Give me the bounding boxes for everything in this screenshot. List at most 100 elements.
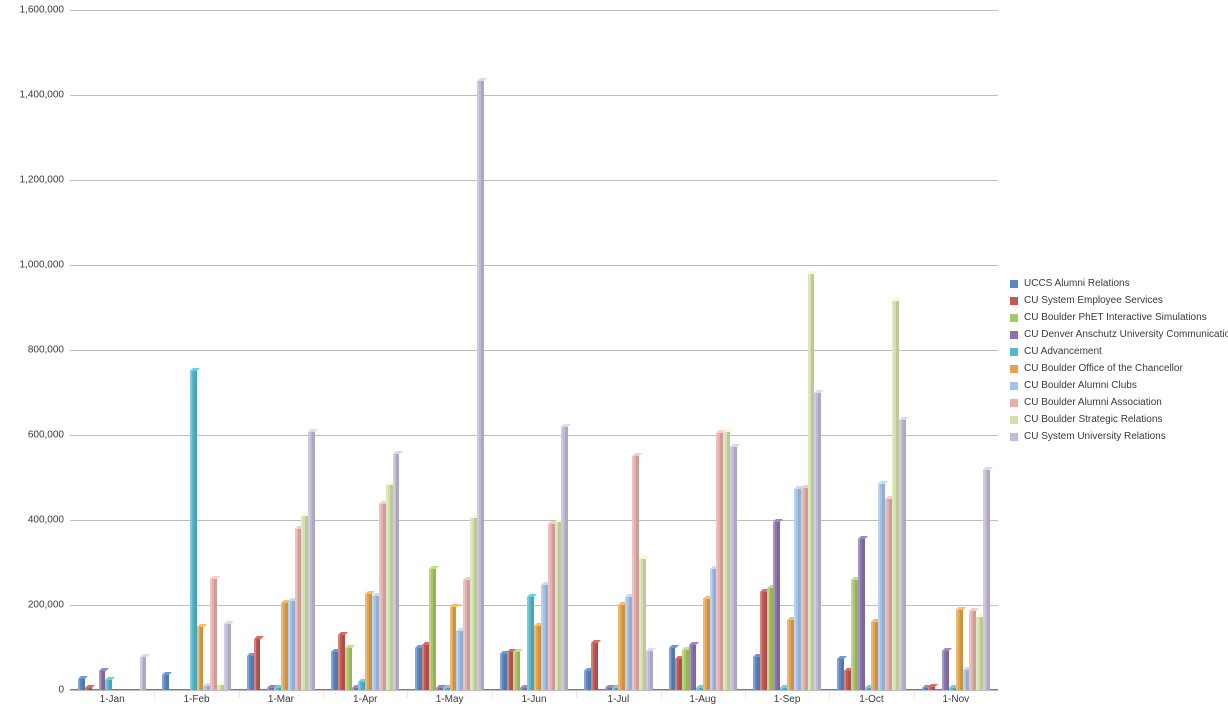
y-tick-label: 800,000 <box>28 345 64 356</box>
x-tick-label: 1-Oct <box>859 694 883 705</box>
grid-line <box>70 265 998 266</box>
legend-item: CU Advancement <box>1010 346 1228 357</box>
bar <box>140 657 147 690</box>
legend-swatch <box>1010 314 1018 322</box>
bar <box>331 652 338 690</box>
legend-swatch <box>1010 280 1018 288</box>
bar <box>625 597 632 690</box>
x-tick <box>829 690 830 698</box>
bar <box>162 675 169 690</box>
bar <box>85 688 92 690</box>
legend-label: CU Boulder Alumni Association <box>1024 397 1162 408</box>
x-tick <box>323 690 324 698</box>
bar <box>794 489 801 690</box>
bar <box>477 81 484 690</box>
y-tick-label: 1,200,000 <box>20 175 65 186</box>
y-tick-label: 0 <box>58 685 64 696</box>
bar <box>358 682 365 691</box>
bar <box>956 610 963 690</box>
chart-container: 0200,000400,000600,000800,0001,000,0001,… <box>0 0 1228 728</box>
bar <box>858 539 865 690</box>
legend-swatch <box>1010 416 1018 424</box>
bar <box>837 659 844 690</box>
legend-item: CU System Employee Services <box>1010 295 1228 306</box>
grid-line <box>70 435 998 436</box>
bar <box>632 456 639 690</box>
legend-swatch <box>1010 382 1018 390</box>
legend-item: CU Boulder PhET Interactive Simulations <box>1010 312 1228 323</box>
bar <box>295 529 302 690</box>
bar <box>814 393 821 690</box>
grid-line <box>70 180 998 181</box>
y-tick-label: 200,000 <box>28 600 64 611</box>
bar <box>301 516 308 690</box>
legend-label: CU Boulder Strategic Relations <box>1024 414 1162 425</box>
grid-line <box>70 350 998 351</box>
bar <box>885 499 892 690</box>
legend-item: CU Boulder Alumni Clubs <box>1010 380 1228 391</box>
legend-label: CU System University Relations <box>1024 431 1166 442</box>
bar <box>976 617 983 690</box>
legend-label: CU Boulder Alumni Clubs <box>1024 380 1137 391</box>
bar <box>787 620 794 690</box>
legend-swatch <box>1010 331 1018 339</box>
grid-line <box>70 520 998 521</box>
y-tick-label: 400,000 <box>28 515 64 526</box>
bar <box>443 688 450 690</box>
bar <box>612 688 619 690</box>
legend-label: UCCS Alumni Relations <box>1024 278 1130 289</box>
bar <box>365 594 372 690</box>
bar <box>555 522 562 690</box>
bar <box>983 470 990 690</box>
grid-line <box>70 95 998 96</box>
bar <box>780 688 787 690</box>
bar <box>730 447 737 690</box>
bar <box>197 627 204 690</box>
bar <box>675 659 682 690</box>
bar <box>922 688 929 690</box>
bar <box>767 588 774 690</box>
bar <box>534 626 541 690</box>
bar <box>105 680 112 690</box>
bar <box>99 671 106 690</box>
x-tick <box>745 690 746 698</box>
bar <box>865 688 872 690</box>
bar <box>878 484 885 690</box>
bar <box>190 371 197 690</box>
bar <box>352 688 359 690</box>
legend-item: CU Boulder Alumni Association <box>1010 397 1228 408</box>
x-tick-label: 1-Jan <box>100 694 125 705</box>
x-tick <box>576 690 577 698</box>
bar <box>851 580 858 690</box>
bar <box>288 601 295 690</box>
bar <box>682 650 689 690</box>
bar <box>224 624 231 690</box>
bar <box>942 651 949 690</box>
legend-label: CU Advancement <box>1024 346 1102 357</box>
bar <box>760 592 767 690</box>
bar <box>247 656 254 690</box>
plot-area: 0200,000400,000600,000800,0001,000,0001,… <box>70 10 998 690</box>
legend-swatch <box>1010 399 1018 407</box>
bar <box>308 432 315 690</box>
legend-item: CU Denver Anschutz University Communicat… <box>1010 329 1228 340</box>
bar <box>548 524 555 690</box>
bar <box>892 301 899 690</box>
bar <box>618 605 625 690</box>
x-tick <box>407 690 408 698</box>
bar <box>345 648 352 690</box>
bar <box>274 688 281 690</box>
bar <box>669 648 676 690</box>
x-tick-label: 1-May <box>436 694 464 705</box>
x-tick-label: 1-Mar <box>268 694 294 705</box>
bar <box>969 611 976 690</box>
bar <box>753 657 760 690</box>
y-tick-label: 1,000,000 <box>20 260 65 271</box>
bar <box>710 569 717 690</box>
bar <box>217 685 224 690</box>
legend-label: CU Boulder PhET Interactive Simulations <box>1024 312 1207 323</box>
x-tick <box>661 690 662 698</box>
x-tick-label: 1-Jul <box>608 694 630 705</box>
legend-item: CU Boulder Strategic Relations <box>1010 414 1228 425</box>
bar <box>928 687 935 690</box>
